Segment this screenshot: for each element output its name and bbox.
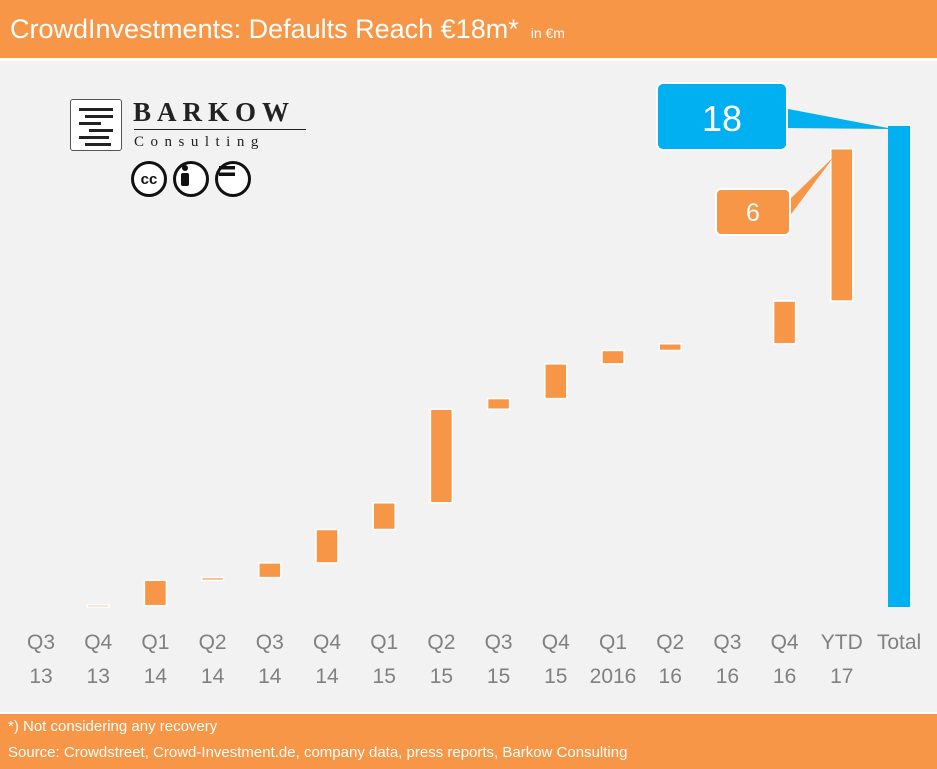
callout-pointer (783, 108, 893, 129)
x-tick-label: 14 (144, 665, 168, 688)
waterfall-chart: Q3 13 Q4 13 Q1 14 Q2 14 Q3 14 Q4 14 Q1 15 Q2 15 Q3 15 Q4 15… (27, 82, 921, 688)
x-tick-label: Q3 (256, 631, 284, 654)
x-tick-label: Q2 (656, 631, 684, 654)
x-tick-label: Q2 (199, 631, 227, 654)
chart-title: CrowdInvestments: Defaults Reach €18m* (10, 14, 519, 44)
chart-title-bar: CrowdInvestments: Defaults Reach €18m* i… (0, 0, 937, 58)
x-tick-label: 14 (201, 665, 225, 688)
barkow-logo: BARKOW Consulting (70, 97, 310, 207)
logo-sub-text: Consulting (134, 134, 265, 150)
waterfall-bar (830, 147, 854, 302)
total-bar (888, 126, 910, 607)
cc-attribution-icon (173, 161, 209, 197)
x-tick-label: 15 (544, 665, 567, 688)
x-tick-label: 15 (373, 665, 396, 688)
waterfall-bar (658, 343, 682, 352)
x-tick-label: Q4 (542, 631, 570, 654)
x-tick-label: 13 (87, 665, 110, 688)
x-tick-label: YTD (821, 631, 863, 654)
x-tick-label: Q3 (713, 631, 741, 654)
x-tick-label: 15 (487, 665, 510, 688)
x-tick-label: Q4 (84, 631, 112, 654)
callout-box-total (656, 82, 788, 151)
waterfall-bar (200, 576, 225, 582)
chart-footer: *) Not considering any recovery Source: … (0, 714, 937, 769)
x-tick-label: Q2 (427, 631, 455, 654)
waterfall-bar (258, 562, 282, 579)
x-tick-label: Q1 (370, 631, 398, 654)
x-tick-label: Q4 (771, 631, 799, 654)
x-tick-label: Q1 (141, 631, 169, 654)
logo-rule (134, 129, 306, 130)
x-tick-label: 15 (430, 665, 453, 688)
x-tick-label: 14 (258, 665, 282, 688)
plot-area: Q3 13 Q4 13 Q1 14 Q2 14 Q3 14 Q4 14 Q1 15 Q2 15 Q3 15 Q4 15… (0, 61, 937, 712)
x-tick-label: Total (877, 631, 921, 654)
source-note: Source: Crowdstreet, Crowd-Investment.de… (8, 744, 628, 761)
x-tick-label: 16 (716, 665, 739, 688)
callout-pointer (786, 156, 834, 221)
x-tick-label: 13 (29, 665, 52, 688)
callout-label-ytd: 6 (746, 199, 760, 227)
x-tick-label: 2016 (590, 665, 637, 688)
x-tick-label: Q4 (313, 631, 341, 654)
waterfall-bar (601, 349, 625, 365)
x-tick-label: 17 (830, 665, 853, 688)
callout-label-total: 18 (702, 98, 742, 139)
waterfall-bar (372, 502, 396, 531)
waterfall-bar (143, 579, 168, 607)
chart-unit: in €m (530, 25, 565, 41)
x-tick-label: Q1 (599, 631, 627, 654)
waterfall-bar (429, 408, 454, 504)
waterfall-bar (315, 528, 339, 564)
x-tick-label: 14 (315, 665, 339, 688)
waterfall-bar (486, 397, 511, 411)
x-tick-label: Q3 (27, 631, 55, 654)
cc-no-derivatives-icon (215, 161, 251, 197)
callout-box-ytd (715, 188, 791, 236)
waterfall-bar (772, 300, 797, 345)
x-tick-label: Q3 (485, 631, 513, 654)
waterfall-bar (86, 604, 110, 608)
x-tick-label: 16 (773, 665, 796, 688)
logo-brand-text: BARKOW (133, 97, 296, 127)
waterfall-bar (544, 363, 568, 400)
footnote: *) Not considering any recovery (8, 718, 218, 735)
x-tick-label: 16 (659, 665, 682, 688)
barkow-logo-mark-icon (70, 99, 122, 151)
cc-license-icon: cc (131, 161, 167, 197)
